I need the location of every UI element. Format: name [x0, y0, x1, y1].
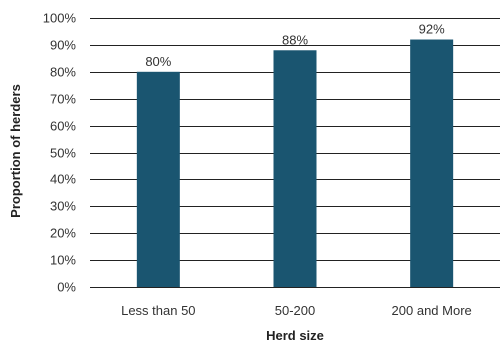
y-tick-label: 50% — [50, 146, 76, 161]
bar — [136, 71, 180, 287]
y-tick-label: 30% — [50, 199, 76, 214]
x-tick-label: Less than 50 — [121, 303, 195, 318]
bar — [410, 39, 454, 287]
y-tick-label: 80% — [50, 65, 76, 80]
x-tick-label: 200 and More — [392, 303, 472, 318]
y-tick-label: 0% — [57, 280, 76, 295]
bar — [273, 50, 317, 287]
data-label: 92% — [419, 22, 445, 37]
y-tick-label: 40% — [50, 172, 76, 187]
x-axis-title: Herd size — [266, 328, 324, 343]
bars — [136, 39, 454, 287]
y-axis-ticks: 0% 10% 20% 30% 40% 50% 60% 70% 80% 90% 100% — [43, 11, 77, 295]
y-tick-label: 20% — [50, 226, 76, 241]
y-tick-label: 10% — [50, 253, 76, 268]
x-axis-ticks: Less than 50 50-200 200 and More — [121, 303, 472, 318]
y-tick-label: 90% — [50, 38, 76, 53]
data-label: 80% — [145, 54, 171, 69]
y-tick-label: 70% — [50, 92, 76, 107]
data-labels: 80% 88% 92% — [145, 22, 445, 69]
y-axis-title: Proportion of herders — [8, 84, 23, 218]
x-tick-label: 50-200 — [275, 303, 315, 318]
data-label: 88% — [282, 32, 308, 47]
y-tick-label: 60% — [50, 119, 76, 134]
y-tick-label: 100% — [43, 11, 77, 26]
